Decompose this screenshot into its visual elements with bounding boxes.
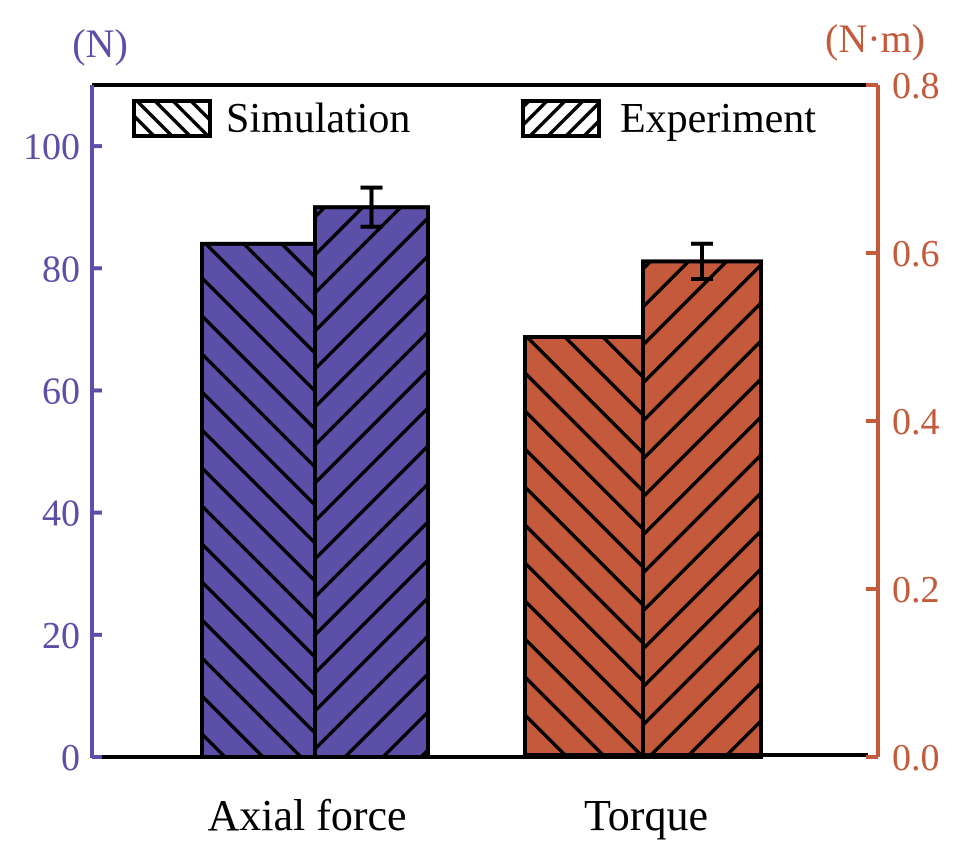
right-axis-tick-label: 0.0 — [892, 737, 940, 779]
legend-label-simulation: Simulation — [226, 96, 410, 142]
right-axis-tick-label: 0.2 — [892, 569, 940, 611]
left-axis-unit-label: (N) — [72, 21, 128, 66]
legend-label-experiment: Experiment — [620, 96, 816, 142]
right-axis-unit-label: (N·m) — [825, 16, 925, 61]
axes-layer: 0 20 40 60 80 100 0.0 0.2 0.4 0.6 0.8 — [23, 65, 940, 779]
bar-torque-experiment — [641, 259, 763, 759]
bar-axial-force-experiment — [313, 205, 430, 759]
left-axis-tick-label: 100 — [23, 126, 80, 168]
left-axis-tick-label: 0 — [61, 737, 80, 779]
legend-swatch-simulation — [132, 99, 212, 138]
left-axis-tick-label: 20 — [42, 615, 80, 657]
left-axis-tick-label: 80 — [42, 248, 80, 290]
right-axis-tick-label: 0.8 — [892, 65, 940, 107]
bar-torque-simulation — [523, 335, 645, 759]
legend-swatch-experiment — [521, 99, 601, 138]
bars-layer — [200, 185, 763, 759]
legend: Simulation Experiment — [132, 96, 816, 142]
category-label-axial-force: Axial force — [207, 791, 406, 840]
error-bar-torque-experiment — [691, 241, 713, 282]
right-axis-tick-label: 0.4 — [892, 401, 940, 443]
category-label-torque: Torque — [584, 791, 708, 840]
right-axis-tick-label: 0.6 — [892, 233, 940, 275]
left-axis-tick-label: 40 — [42, 493, 80, 535]
left-axis-tick-label: 60 — [42, 370, 80, 412]
error-bar-axial-force-experiment — [360, 185, 383, 229]
bar-axial-force-simulation — [200, 241, 317, 759]
